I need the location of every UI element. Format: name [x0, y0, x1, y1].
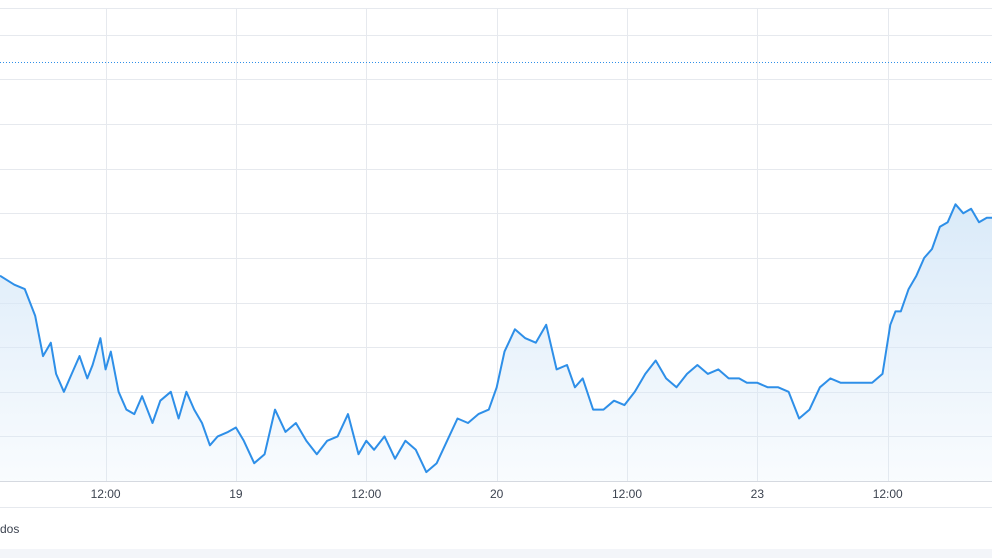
x-tick-label: 20: [490, 487, 504, 501]
x-tick-label: 12:00: [612, 487, 642, 501]
legend-label: dos: [0, 522, 20, 536]
x-tick-label: 12:00: [873, 487, 903, 501]
series-area-fill: [0, 204, 992, 482]
x-tick-label: 12:00: [351, 487, 381, 501]
x-tick-label: 12:00: [91, 487, 121, 501]
x-tick-label: 23: [751, 487, 765, 501]
series-line: [0, 203, 992, 474]
x-tick-label: 19: [229, 487, 243, 501]
page-background-band: [0, 549, 992, 558]
